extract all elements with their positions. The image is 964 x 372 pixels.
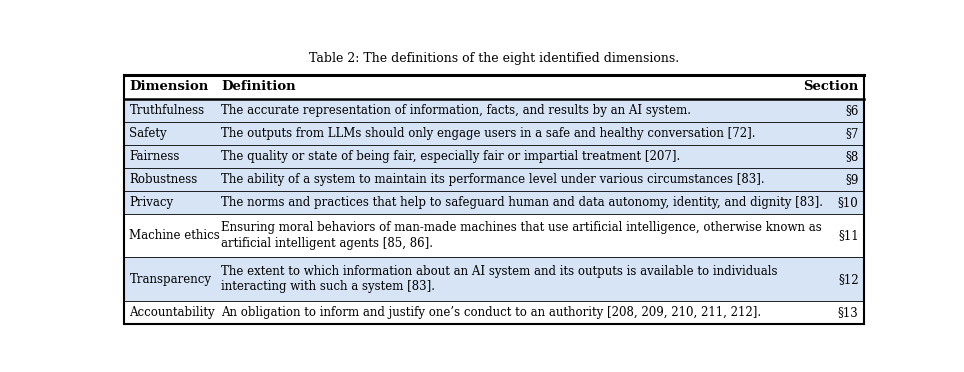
Text: Accountability: Accountability [129, 306, 215, 319]
Text: The ability of a system to maintain its performance level under various circumst: The ability of a system to maintain its … [222, 173, 765, 186]
Bar [124, 214, 864, 257]
Text: §12: §12 [838, 273, 859, 286]
Text: Truthfulness: Truthfulness [129, 104, 204, 117]
Text: The outputs from LLMs should only engage users in a safe and healthy conversatio: The outputs from LLMs should only engage… [222, 127, 756, 140]
Text: The accurate representation of information, facts, and results by an AI system.: The accurate representation of informati… [222, 104, 691, 117]
Text: The quality or state of being fair, especially fair or impartial treatment [207]: The quality or state of being fair, espe… [222, 150, 681, 163]
Text: interacting with such a system [83].: interacting with such a system [83]. [222, 280, 436, 294]
Text: Fairness: Fairness [129, 150, 180, 163]
Text: §8: §8 [845, 150, 859, 163]
Text: Ensuring moral behaviors of man-made machines that use artificial intelligence, : Ensuring moral behaviors of man-made mac… [222, 221, 822, 234]
Text: Transparency: Transparency [129, 273, 211, 286]
Text: §11: §11 [838, 229, 859, 242]
Text: Robustness: Robustness [129, 173, 198, 186]
Text: §13: §13 [838, 306, 859, 319]
Text: An obligation to inform and justify one’s conduct to an authority [208, 209, 210: An obligation to inform and justify one’… [222, 306, 762, 319]
Text: Table 2: The definitions of the eight identified dimensions.: Table 2: The definitions of the eight id… [309, 52, 679, 65]
Bar [124, 75, 864, 99]
Text: §6: §6 [845, 104, 859, 117]
Bar [124, 122, 864, 145]
Bar [124, 257, 864, 301]
Text: Privacy: Privacy [129, 196, 174, 209]
Text: Machine ethics: Machine ethics [129, 229, 220, 242]
Text: Safety: Safety [129, 127, 167, 140]
Bar [124, 191, 864, 214]
Text: Section: Section [803, 80, 859, 93]
Text: §10: §10 [838, 196, 859, 209]
Bar [124, 301, 864, 324]
Text: The norms and practices that help to safeguard human and data autonomy, identity: The norms and practices that help to saf… [222, 196, 823, 209]
Text: §7: §7 [845, 127, 859, 140]
Bar [124, 145, 864, 168]
Bar [124, 168, 864, 191]
Text: The extent to which information about an AI system and its outputs is available : The extent to which information about an… [222, 265, 778, 278]
Text: §9: §9 [845, 173, 859, 186]
Text: Definition: Definition [222, 80, 296, 93]
Text: artificial intelligent agents [85, 86].: artificial intelligent agents [85, 86]. [222, 237, 434, 250]
Text: Dimension: Dimension [129, 80, 209, 93]
Bar [124, 99, 864, 122]
